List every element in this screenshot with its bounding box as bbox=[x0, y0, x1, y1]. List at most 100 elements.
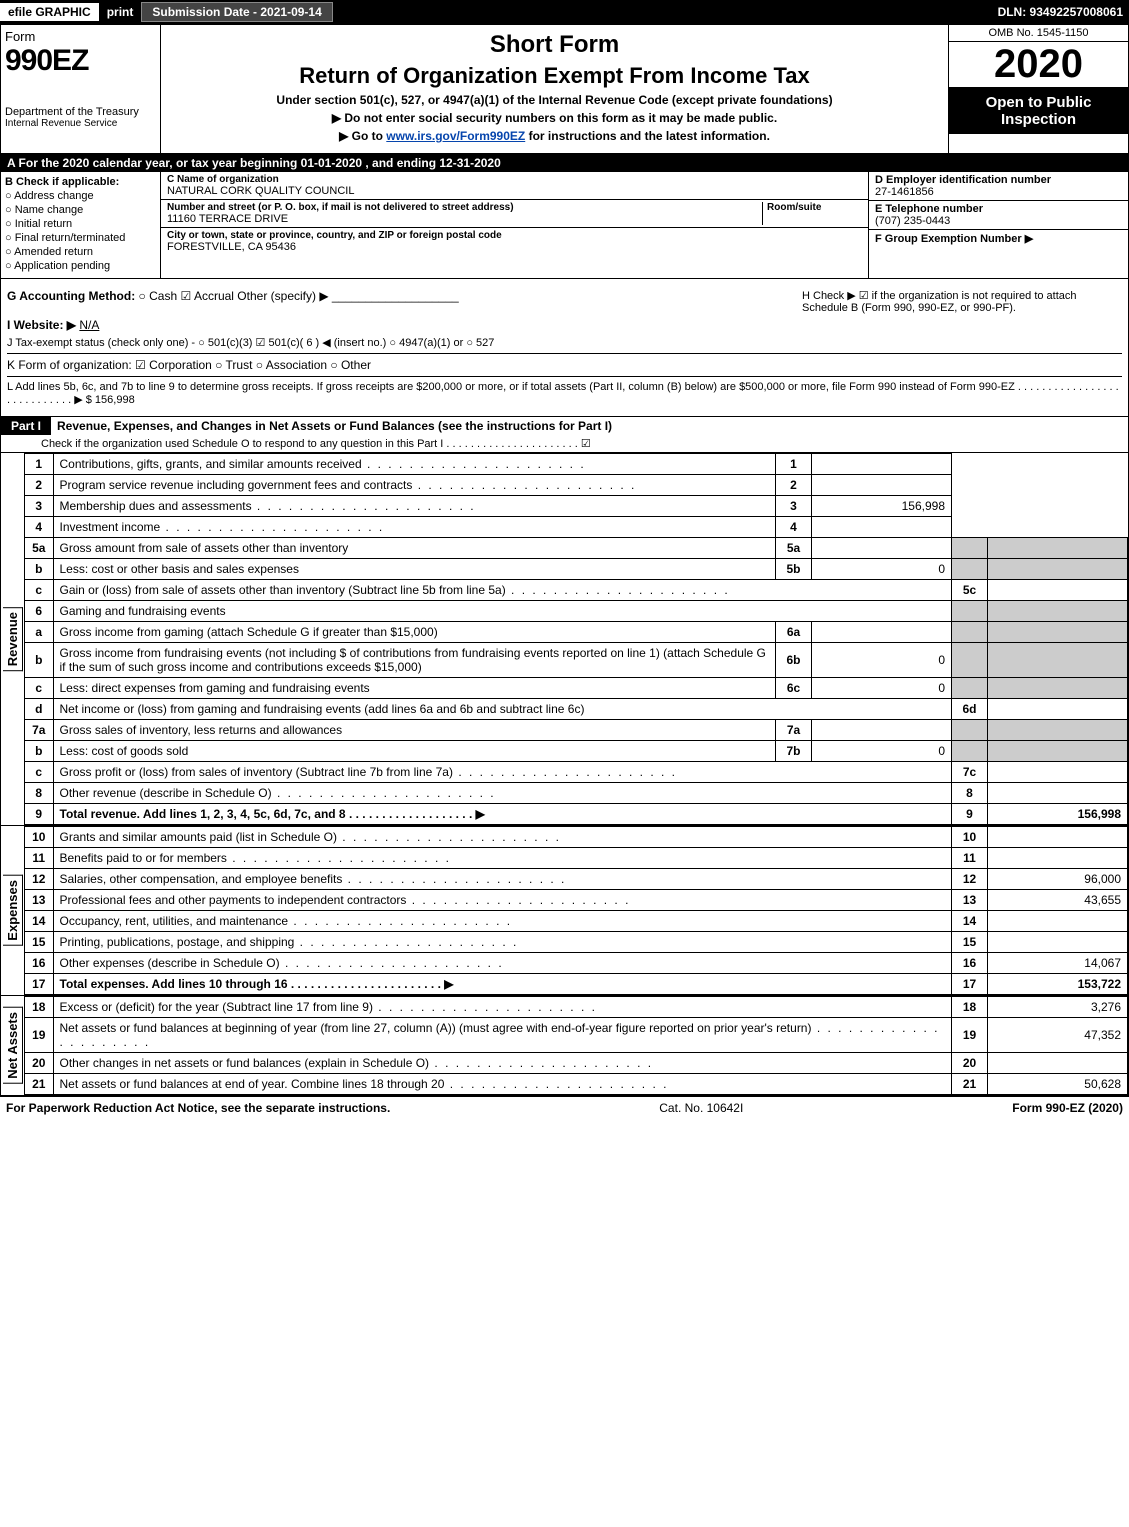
line-14: 14Occupancy, rent, utilities, and mainte… bbox=[25, 911, 1128, 932]
dln-label: DLN: 93492257008061 bbox=[998, 5, 1129, 19]
part1-badge: Part I bbox=[1, 417, 51, 435]
chk-amended-return[interactable]: Amended return bbox=[5, 246, 156, 258]
line-6a: aGross income from gaming (attach Schedu… bbox=[25, 622, 1128, 643]
dept-label: Department of the Treasury bbox=[5, 106, 156, 118]
line-7c: cGross profit or (loss) from sales of in… bbox=[25, 762, 1128, 783]
addr-label: Number and street (or P. O. box, if mail… bbox=[167, 202, 762, 213]
org-name: NATURAL CORK QUALITY COUNCIL bbox=[167, 185, 862, 197]
line-19: 19Net assets or fund balances at beginni… bbox=[25, 1018, 1128, 1053]
title-return: Return of Organization Exempt From Incom… bbox=[171, 63, 938, 89]
line-10: 10Grants and similar amounts paid (list … bbox=[25, 827, 1128, 848]
line-12: 12Salaries, other compensation, and empl… bbox=[25, 869, 1128, 890]
form-word: Form bbox=[5, 29, 156, 44]
org-name-label: C Name of organization bbox=[167, 174, 862, 185]
ein-row: D Employer identification number 27-1461… bbox=[869, 172, 1128, 201]
line-4: 4Investment income4 bbox=[25, 517, 1128, 538]
line-11: 11Benefits paid to or for members11 bbox=[25, 848, 1128, 869]
expenses-section: Expenses 10Grants and similar amounts pa… bbox=[0, 825, 1129, 995]
net-assets-table: 18Excess or (deficit) for the year (Subt… bbox=[25, 996, 1128, 1095]
tel-value: (707) 235-0443 bbox=[875, 215, 1122, 227]
org-address: 11160 TERRACE DRIVE bbox=[167, 213, 762, 225]
tax-year: 2020 bbox=[949, 42, 1128, 88]
print-label[interactable]: print bbox=[99, 5, 142, 19]
line-k: K Form of organization: ☑ Corporation ○ … bbox=[7, 353, 1122, 372]
line-17: 17Total expenses. Add lines 10 through 1… bbox=[25, 974, 1128, 995]
net-assets-vlabel: Net Assets bbox=[3, 1007, 23, 1084]
part1-title: Revenue, Expenses, and Changes in Net As… bbox=[51, 417, 618, 435]
line-9: 9Total revenue. Add lines 1, 2, 3, 4, 5c… bbox=[25, 804, 1128, 825]
room-label: Room/suite bbox=[767, 202, 862, 213]
footer-mid: Cat. No. 10642I bbox=[659, 1101, 743, 1115]
expenses-vlabel: Expenses bbox=[3, 875, 23, 946]
line-6d: dNet income or (loss) from gaming and fu… bbox=[25, 699, 1128, 720]
tel-label: E Telephone number bbox=[875, 203, 1122, 215]
h-text: H Check ▶ ☑ if the organization is not r… bbox=[802, 289, 1122, 314]
footer-left: For Paperwork Reduction Act Notice, see … bbox=[6, 1101, 390, 1115]
org-city-row: City or town, state or province, country… bbox=[161, 228, 868, 255]
misc-block: G Accounting Method: Cash Accrual Other … bbox=[0, 279, 1129, 417]
line-15: 15Printing, publications, postage, and s… bbox=[25, 932, 1128, 953]
title-short-form: Short Form bbox=[171, 31, 938, 59]
header-left: Form 990EZ Department of the Treasury In… bbox=[1, 25, 161, 153]
line-18: 18Excess or (deficit) for the year (Subt… bbox=[25, 997, 1128, 1018]
irs-link[interactable]: www.irs.gov/Form990EZ bbox=[386, 129, 525, 143]
top-bar: efile GRAPHIC print Submission Date - 20… bbox=[0, 0, 1129, 24]
city-label: City or town, state or province, country… bbox=[167, 230, 862, 241]
group-exemption-row: F Group Exemption Number ▶ bbox=[869, 230, 1128, 247]
g-other[interactable]: Other (specify) ▶ bbox=[237, 289, 328, 303]
revenue-section: Revenue 1Contributions, gifts, grants, a… bbox=[0, 453, 1129, 825]
website-value: N/A bbox=[79, 318, 99, 332]
b-label: B Check if applicable: bbox=[5, 176, 156, 188]
part1-sub: Check if the organization used Schedule … bbox=[1, 435, 1128, 452]
line-5b: bLess: cost or other basis and sales exp… bbox=[25, 559, 1128, 580]
revenue-table: 1Contributions, gifts, grants, and simil… bbox=[25, 453, 1128, 825]
line-6b: bGross income from fundraising events (n… bbox=[25, 643, 1128, 678]
org-city: FORESTVILLE, CA 95436 bbox=[167, 241, 862, 253]
irs-label: Internal Revenue Service bbox=[5, 118, 156, 129]
group-label: F Group Exemption Number ▶ bbox=[875, 232, 1122, 245]
submission-date-box: Submission Date - 2021-09-14 bbox=[141, 2, 332, 22]
line-8: 8Other revenue (describe in Schedule O)8 bbox=[25, 783, 1128, 804]
ein-label: D Employer identification number bbox=[875, 174, 1122, 186]
chk-initial-return[interactable]: Initial return bbox=[5, 218, 156, 230]
section-d-e-f: D Employer identification number 27-1461… bbox=[868, 172, 1128, 278]
expenses-table: 10Grants and similar amounts paid (list … bbox=[25, 826, 1128, 995]
line-i: I Website: ▶ N/A bbox=[7, 318, 1122, 332]
line-j: J Tax-exempt status (check only one) - ○… bbox=[7, 336, 1122, 349]
line-5c: cGain or (loss) from sale of assets othe… bbox=[25, 580, 1128, 601]
chk-name-change[interactable]: Name change bbox=[5, 204, 156, 216]
g-cash[interactable]: Cash bbox=[139, 289, 178, 303]
chk-address-change[interactable]: Address change bbox=[5, 190, 156, 202]
goto-post: for instructions and the latest informat… bbox=[525, 129, 770, 143]
line-5a: 5aGross amount from sale of assets other… bbox=[25, 538, 1128, 559]
form-header: Form 990EZ Department of the Treasury In… bbox=[0, 24, 1129, 154]
org-name-row: C Name of organization NATURAL CORK QUAL… bbox=[161, 172, 868, 200]
net-assets-section: Net Assets 18Excess or (deficit) for the… bbox=[0, 995, 1129, 1097]
i-label: I Website: ▶ bbox=[7, 318, 76, 332]
line-6: 6Gaming and fundraising events bbox=[25, 601, 1128, 622]
line-g-h: G Accounting Method: Cash Accrual Other … bbox=[7, 289, 1122, 314]
tel-row: E Telephone number (707) 235-0443 bbox=[869, 201, 1128, 230]
header-mid: Short Form Return of Organization Exempt… bbox=[161, 25, 948, 153]
efile-label: efile GRAPHIC bbox=[0, 3, 99, 21]
line-3: 3Membership dues and assessments3156,998 bbox=[25, 496, 1128, 517]
omb-number: OMB No. 1545-1150 bbox=[949, 25, 1128, 42]
footer-right: Form 990-EZ (2020) bbox=[1012, 1101, 1123, 1115]
line-6c: cLess: direct expenses from gaming and f… bbox=[25, 678, 1128, 699]
chk-application-pending[interactable]: Application pending bbox=[5, 260, 156, 272]
ssn-warning: ▶ Do not enter social security numbers o… bbox=[171, 111, 938, 125]
line-13: 13Professional fees and other payments t… bbox=[25, 890, 1128, 911]
g-accrual[interactable]: Accrual bbox=[181, 289, 234, 303]
info-grid: B Check if applicable: Address change Na… bbox=[0, 172, 1129, 279]
line-7b: bLess: cost of goods sold7b0 bbox=[25, 741, 1128, 762]
line-20: 20Other changes in net assets or fund ba… bbox=[25, 1053, 1128, 1074]
form-number: 990EZ bbox=[5, 44, 156, 78]
line-1: 1Contributions, gifts, grants, and simil… bbox=[25, 454, 1128, 475]
section-c: C Name of organization NATURAL CORK QUAL… bbox=[161, 172, 868, 278]
open-public: Open to Public Inspection bbox=[949, 88, 1128, 134]
line-l: L Add lines 5b, 6c, and 7b to line 9 to … bbox=[7, 376, 1122, 406]
chk-final-return[interactable]: Final return/terminated bbox=[5, 232, 156, 244]
g-label: G Accounting Method: bbox=[7, 289, 135, 303]
goto-pre: ▶ Go to bbox=[339, 129, 386, 143]
page-footer: For Paperwork Reduction Act Notice, see … bbox=[0, 1097, 1129, 1119]
